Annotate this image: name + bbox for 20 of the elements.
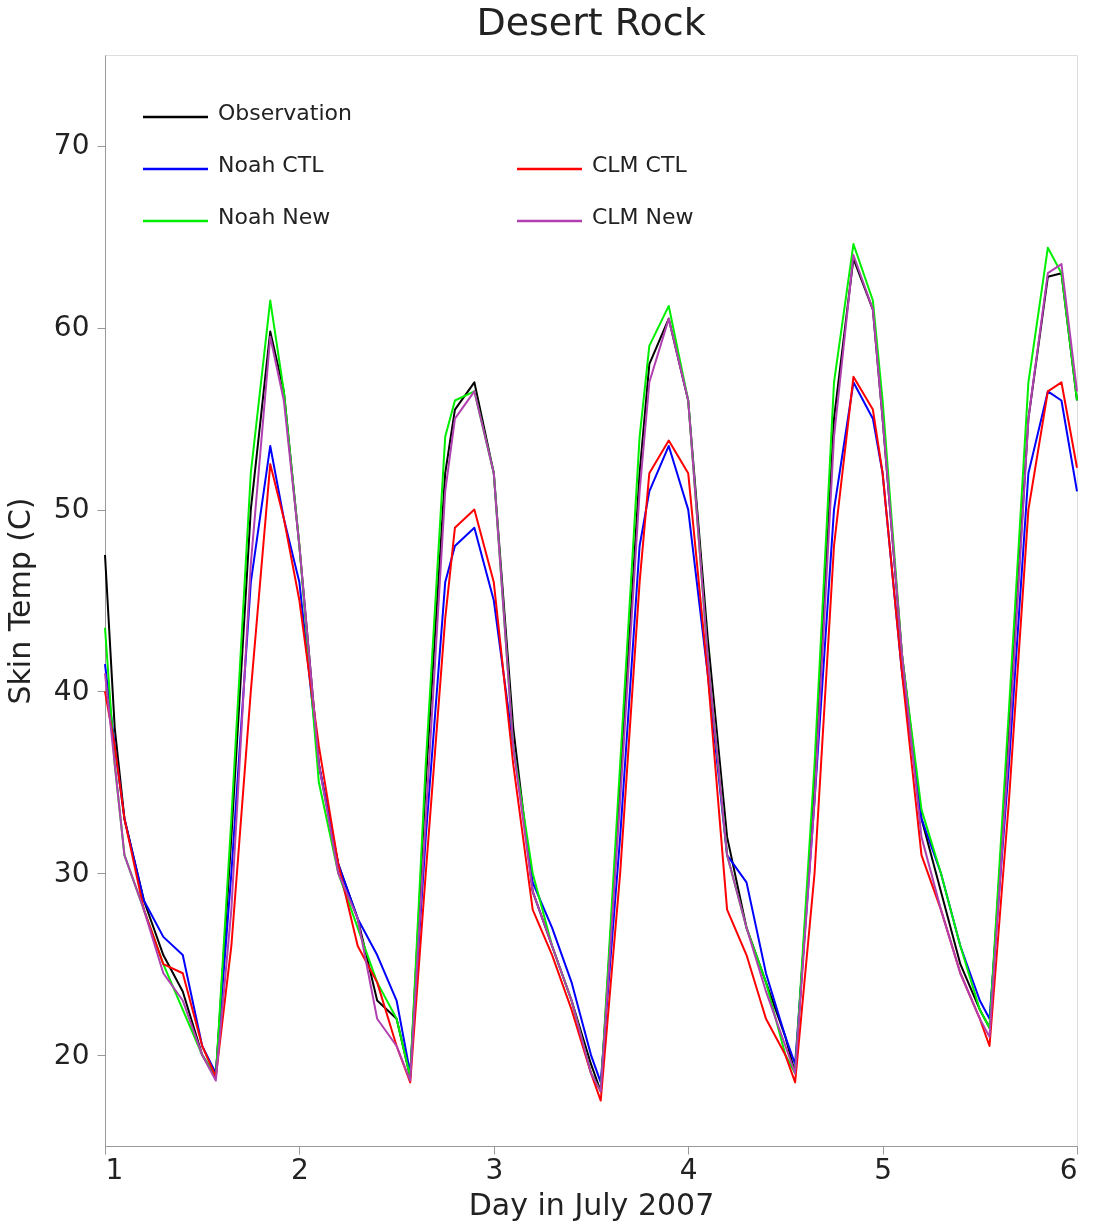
- y-tick-label: 20: [53, 1037, 90, 1071]
- x-tick-label: 4: [679, 1152, 698, 1186]
- legend-label: Noah New: [218, 204, 331, 229]
- legend-label: Observation: [218, 100, 352, 125]
- x-tick-label: 5: [874, 1152, 893, 1186]
- x-tick-label: 6: [1059, 1152, 1078, 1186]
- legend-label: CLM CTL: [592, 152, 688, 177]
- x-axis-title: Day in July 2007: [468, 1186, 715, 1222]
- chart-title: Desert Rock: [476, 0, 706, 44]
- y-tick-label: 30: [53, 855, 90, 889]
- y-tick-label: 40: [53, 673, 90, 707]
- x-tick-label: 1: [105, 1152, 124, 1186]
- legend-label: CLM New: [592, 204, 694, 229]
- y-tick-label: 60: [53, 310, 90, 344]
- x-tick-label: 2: [290, 1152, 309, 1186]
- y-axis-title: Skin Temp (C): [1, 497, 37, 705]
- legend-label: Noah CTL: [218, 152, 325, 177]
- x-tick-label: 3: [485, 1152, 504, 1186]
- y-tick-label: 70: [53, 128, 90, 162]
- y-tick-label: 50: [53, 492, 90, 526]
